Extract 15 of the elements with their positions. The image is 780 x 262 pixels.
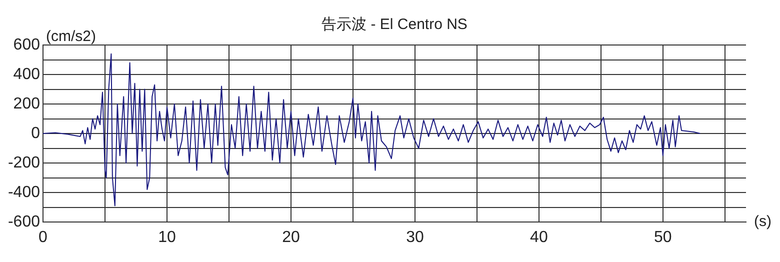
x-tick-label: 10 bbox=[158, 229, 176, 246]
x-tick-label: 50 bbox=[654, 229, 672, 246]
x-tick-label: 40 bbox=[530, 229, 548, 246]
x-axis-title: (s) bbox=[754, 213, 772, 230]
y-tick-label: -400 bbox=[8, 184, 40, 201]
y-tick-label: -600 bbox=[8, 213, 40, 230]
y-tick-label: -200 bbox=[8, 154, 40, 172]
y-tick-label: 600 bbox=[13, 36, 40, 54]
x-tick-label: 30 bbox=[406, 229, 424, 246]
y-tick-label: 0 bbox=[31, 124, 40, 142]
x-tick-label: 20 bbox=[282, 229, 300, 246]
chart-title: 告示波 - El Centro NS bbox=[322, 16, 468, 33]
y-tick-label: 200 bbox=[13, 95, 40, 112]
y-axis-title: (cm/s2) bbox=[46, 28, 96, 45]
y-tick-label: 400 bbox=[13, 66, 40, 83]
